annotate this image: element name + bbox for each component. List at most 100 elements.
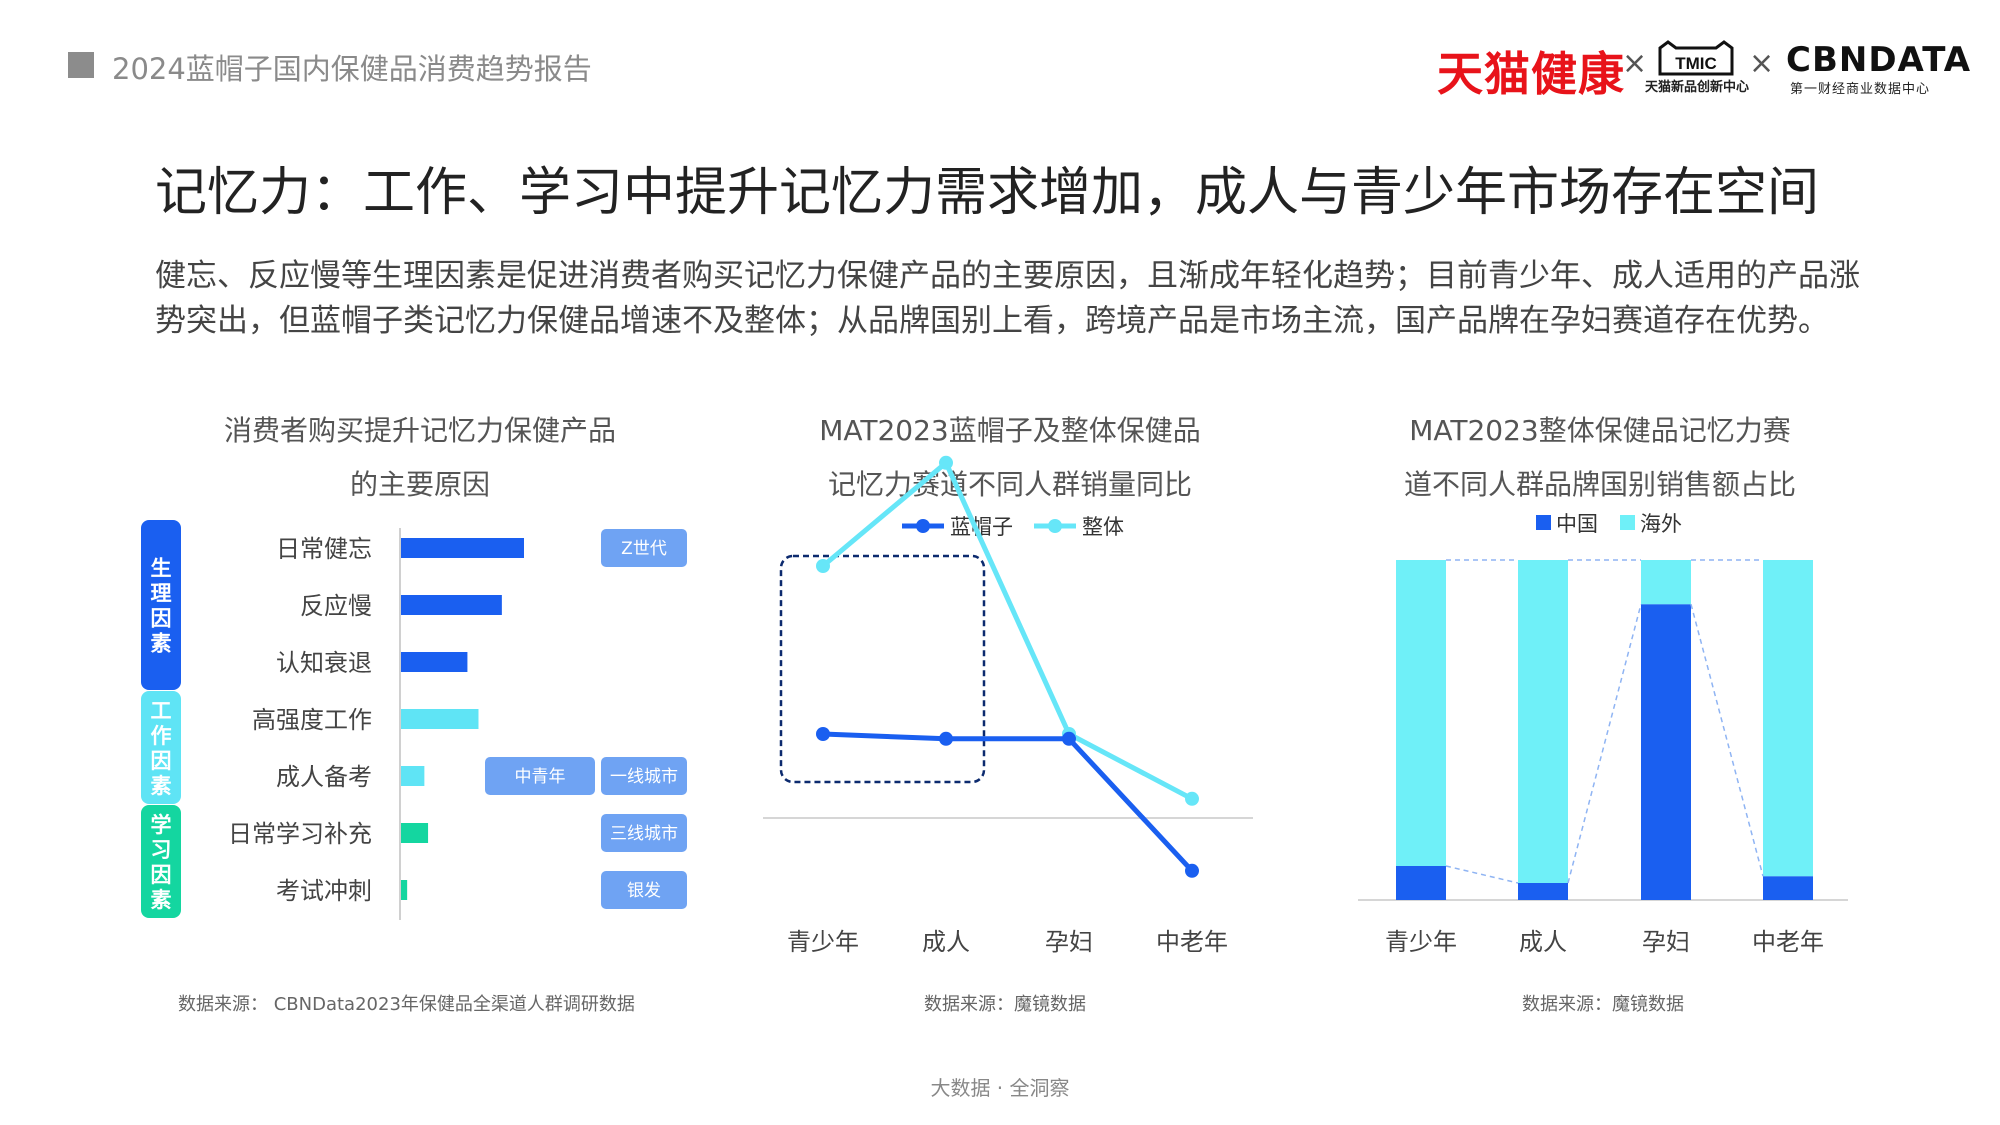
tmic-logo-subtitle: 天猫新品创新中心 (1644, 80, 1749, 95)
chart3-source: 数据来源：魔镜数据 (1522, 994, 1684, 1015)
chart3-bar-segment (1641, 604, 1691, 900)
chart1-tag-label: Z世代 (621, 539, 667, 559)
chart1-group-badge-bg (141, 691, 181, 804)
logo-separator: × (1622, 46, 1648, 81)
chart3-bar-segment (1396, 560, 1446, 866)
chart1-group-badge-char: 素 (151, 632, 172, 656)
chart3-bar-segment (1763, 876, 1813, 900)
chart1-bar (401, 538, 524, 558)
chart3-connector-line (1690, 604, 1764, 877)
chart2-title: MAT2023蓝帽子及整体保健品 记忆力赛道不同人群销量同比 (790, 404, 1230, 512)
chart3-legend-label: 海外 (1640, 512, 1682, 536)
chart2-series-line (821, 460, 1194, 802)
chart3-bar-segment (1518, 883, 1568, 900)
chart3-title-line: 道不同人群品牌国别销售额占比 (1403, 468, 1796, 501)
chart2-point (1185, 863, 1199, 878)
intro-paragraph: 健忘、反应慢等生理因素是促进消费者购买记忆力保健产品的主要原因，且渐成年轻化趋势… (155, 258, 1860, 339)
chart1-category-label: 高强度工作 (252, 706, 372, 734)
chart3-title-line: MAT2023整体保健品记忆力赛 (1409, 414, 1791, 447)
tmall-health-logo: 天猫健康 (1437, 47, 1625, 101)
chart2-x-tick-label: 孕妇 (1045, 928, 1093, 956)
chart1-tag (601, 529, 687, 567)
chart2-x-tick-label: 中老年 (1156, 928, 1228, 956)
chart3-legend-swatch (1536, 515, 1551, 530)
chart1-group-badge: 生理因素 (141, 520, 181, 690)
chart3-bar-segment (1641, 560, 1691, 605)
chart2-point (939, 455, 953, 470)
chart3-connector-line (1567, 604, 1642, 884)
chart1-tag (601, 871, 687, 909)
cbndata-logo-subtitle: 第一财经商业数据中心 (1790, 82, 1931, 97)
chart3-bar-segment (1763, 560, 1813, 877)
chart3-x-tick-label: 中老年 (1752, 928, 1824, 956)
chart1-category-label: 认知衰退 (276, 649, 372, 677)
chart1-bar (401, 652, 468, 672)
chart1-bar (401, 595, 502, 615)
chart3-bar-segment (1396, 866, 1446, 900)
chart1-tag-label: 银发 (627, 881, 661, 901)
chart1-title-line: 消费者购买提升记忆力保健产品 (223, 414, 616, 447)
chart1-group-badge-bg (141, 805, 181, 918)
chart2-x-tick-label: 青少年 (787, 928, 859, 956)
tmic-logo: TMIC (1658, 40, 1734, 76)
chart3-x-tick-label: 青少年 (1385, 928, 1457, 956)
chart1-title: 消费者购买提升记忆力保健产品 的主要原因 (200, 404, 640, 512)
chart2-point (816, 727, 830, 741)
chart1-group-badge-char: 因 (151, 607, 172, 631)
chart2-point (939, 731, 953, 746)
chart1-tag-label: 三线城市 (610, 824, 678, 844)
chart2-legend-label: 蓝帽子 (950, 515, 1013, 539)
chart1-group-badge-char: 习 (151, 838, 172, 862)
chart1-tag (601, 757, 687, 795)
tmic-logo-text: TMIC (1675, 54, 1717, 73)
chart1-group-badge-char: 作 (151, 724, 172, 748)
chart1-tag-label: 中青年 (515, 767, 566, 787)
chart2-point (1185, 791, 1199, 806)
chart1-bar (401, 880, 408, 900)
chart2-x-tick-label: 成人 (922, 928, 970, 956)
chart2-source: 数据来源：魔镜数据 (924, 994, 1086, 1015)
chart1-category-label: 日常健忘 (276, 535, 372, 563)
chart1-group-badge-char: 工 (151, 699, 172, 723)
chart3-connector-line (1445, 865, 1519, 884)
chart3-legend-label: 中国 (1556, 512, 1598, 536)
chart1-group-badge-char: 生 (151, 557, 172, 581)
page-title: 记忆力：工作、学习中提升记忆力需求增加，成人与青少年市场存在空间 (155, 163, 1820, 223)
chart1-bar (401, 709, 479, 729)
report-title: 2024蓝帽子国内保健品消费趋势报告 (112, 52, 592, 86)
chart1-tag-label: 一线城市 (610, 767, 678, 787)
cbndata-logo: CBNDATA (1786, 40, 1972, 80)
chart1-group-badge-bg (141, 520, 181, 690)
chart2-series-line (822, 731, 1194, 873)
chart3-x-tick-label: 成人 (1519, 928, 1567, 956)
chart1-group-badge-char: 因 (151, 863, 172, 887)
chart1-group-badge-char: 素 (151, 888, 172, 912)
chart2-point (816, 559, 830, 573)
chart2-title-line: MAT2023蓝帽子及整体保健品 (819, 414, 1201, 447)
chart1-tag (485, 757, 595, 795)
chart3-legend-swatch (1620, 515, 1635, 530)
chart1-group-badge-char: 素 (151, 774, 172, 798)
chart1-group-badge-char: 学 (151, 813, 172, 837)
logo-separator: × (1749, 46, 1775, 81)
footer-slogan: 大数据 · 全洞察 (930, 1076, 1070, 1100)
chart1-group-badge-char: 理 (151, 582, 172, 606)
chart1-category-label: 考试冲刺 (276, 877, 372, 905)
chart1-bar (401, 766, 425, 786)
chart1-bar (401, 823, 429, 843)
chart1-group-badge-char: 因 (151, 749, 172, 773)
chart2-legend-label: 整体 (1082, 515, 1124, 539)
chart1-category-label: 日常学习补充 (228, 820, 372, 848)
header-square-icon (68, 52, 94, 78)
chart1-source: 数据来源： CBNData2023年保健品全渠道人群调研数据 (178, 994, 635, 1015)
chart1-tag (601, 814, 687, 852)
chart3-x-tick-label: 孕妇 (1642, 928, 1690, 956)
chart2-legend-marker (916, 519, 930, 533)
chart1-title-line: 的主要原因 (349, 468, 490, 501)
chart3-bar-segment (1518, 560, 1568, 883)
chart1-category-label: 成人备考 (276, 763, 372, 791)
